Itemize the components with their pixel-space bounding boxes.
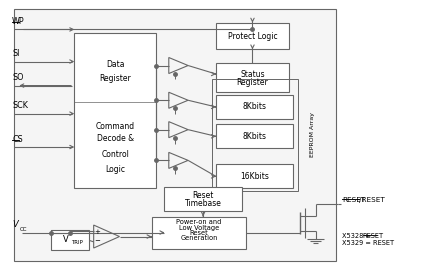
- Text: WP: WP: [12, 17, 25, 26]
- Text: Reset: Reset: [190, 230, 208, 236]
- Text: CS: CS: [12, 135, 23, 144]
- Text: EEPROM Array: EEPROM Array: [310, 113, 315, 157]
- Text: 16Kbits: 16Kbits: [240, 172, 269, 181]
- Text: SO: SO: [12, 73, 24, 82]
- Text: Status: Status: [240, 69, 265, 79]
- Text: V: V: [63, 235, 69, 244]
- Text: Logic: Logic: [105, 165, 125, 174]
- Text: Timebase: Timebase: [185, 200, 222, 208]
- Text: 8Kbits: 8Kbits: [243, 102, 267, 112]
- Text: X5329 = RESET: X5329 = RESET: [342, 240, 394, 246]
- Text: V: V: [12, 220, 18, 229]
- Text: RESET: RESET: [363, 233, 384, 239]
- Bar: [165, 187, 242, 211]
- Bar: [14, 9, 336, 261]
- Bar: [51, 230, 89, 251]
- Text: Decode &: Decode &: [97, 134, 133, 143]
- Text: Register: Register: [99, 74, 131, 83]
- Text: RESET: RESET: [342, 197, 365, 203]
- Bar: [216, 124, 293, 148]
- Bar: [216, 63, 289, 92]
- Bar: [216, 23, 289, 49]
- Text: CC: CC: [20, 227, 27, 232]
- Bar: [212, 79, 298, 191]
- Text: SI: SI: [12, 49, 19, 58]
- Bar: [216, 95, 293, 119]
- Text: Command: Command: [95, 122, 135, 131]
- Text: Power-on and: Power-on and: [176, 220, 222, 225]
- Text: Reset: Reset: [192, 191, 214, 200]
- Text: Generation: Generation: [180, 235, 218, 241]
- Bar: [152, 217, 246, 249]
- Text: −: −: [94, 238, 100, 244]
- Text: 8Kbits: 8Kbits: [243, 132, 267, 141]
- Text: Protect Logic: Protect Logic: [228, 32, 277, 40]
- Text: Register: Register: [237, 78, 268, 87]
- Text: X5328 =: X5328 =: [342, 233, 373, 239]
- Text: Control: Control: [101, 150, 129, 159]
- Text: TRIP: TRIP: [70, 239, 83, 245]
- Text: SCK: SCK: [12, 102, 28, 110]
- Text: /RESET: /RESET: [359, 197, 384, 203]
- Text: Data: Data: [106, 60, 124, 69]
- Text: +: +: [94, 229, 100, 235]
- Text: Low Voltage: Low Voltage: [179, 225, 219, 231]
- Bar: [216, 164, 293, 188]
- Bar: [74, 33, 156, 188]
